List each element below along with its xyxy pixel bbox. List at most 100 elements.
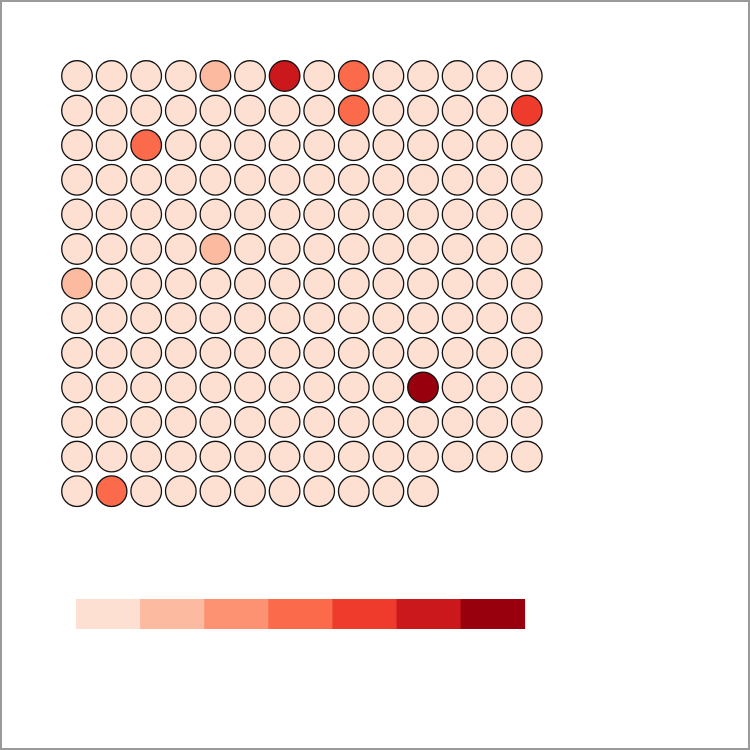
waffle-cell — [407, 371, 439, 404]
waffle-cell — [164, 233, 197, 265]
waffle-cell — [441, 129, 474, 162]
waffle-cell — [303, 198, 336, 231]
waffle-cell — [268, 267, 301, 300]
waffle-cell — [476, 440, 509, 473]
waffle-cell — [95, 94, 128, 127]
waffle-cell — [199, 163, 232, 196]
waffle-cell — [95, 336, 128, 369]
waffle-cell — [372, 163, 405, 196]
waffle-cell — [130, 440, 163, 473]
waffle-cell — [337, 198, 370, 231]
waffle-cell — [510, 336, 543, 369]
waffle-cell — [303, 302, 336, 335]
waffle-cell — [61, 302, 93, 335]
waffle-cell — [510, 267, 543, 300]
waffle-cell — [476, 302, 509, 335]
waffle-cell — [130, 371, 163, 404]
waffle-cell — [199, 198, 232, 231]
waffle-cell — [476, 371, 509, 404]
waffle-cell — [268, 94, 301, 127]
waffle-cell — [164, 371, 197, 404]
waffle-cell — [510, 302, 543, 335]
waffle-cell — [268, 336, 301, 369]
waffle-cell — [164, 302, 197, 335]
waffle-cell — [441, 163, 474, 196]
waffle-cell — [199, 475, 232, 508]
waffle-cell — [164, 163, 197, 196]
waffle-cell — [407, 475, 439, 508]
waffle-cell — [199, 336, 232, 369]
waffle-cell — [95, 302, 128, 335]
waffle-cell — [130, 336, 163, 369]
waffle-cell — [95, 475, 128, 508]
waffle-cell — [476, 233, 509, 265]
legend-swatch — [332, 599, 397, 629]
waffle-cell — [130, 406, 163, 438]
waffle-cell — [337, 475, 370, 508]
waffle-cell — [164, 475, 197, 508]
waffle-cell — [234, 440, 266, 473]
waffle-cell — [372, 440, 405, 473]
waffle-cell — [510, 198, 543, 231]
waffle-cell — [130, 198, 163, 231]
waffle-cell — [268, 475, 301, 508]
waffle-cell — [303, 475, 336, 508]
waffle-cell — [61, 163, 93, 196]
waffle-cell — [61, 440, 93, 473]
waffle-cell — [95, 406, 128, 438]
waffle-cell — [234, 302, 266, 335]
waffle-cell — [268, 60, 301, 92]
waffle-cell — [407, 60, 439, 92]
waffle-cell — [130, 267, 163, 300]
waffle-cell — [199, 440, 232, 473]
waffle-cell — [61, 198, 93, 231]
waffle-cell — [234, 198, 266, 231]
waffle-cell — [164, 406, 197, 438]
waffle-cell — [407, 336, 439, 369]
waffle-cell — [372, 129, 405, 162]
waffle-cell — [303, 440, 336, 473]
waffle-cell — [372, 267, 405, 300]
waffle-cell — [337, 302, 370, 335]
waffle-cell — [234, 163, 266, 196]
waffle-cell — [61, 233, 93, 265]
waffle-cell — [441, 233, 474, 265]
legend-swatch — [204, 599, 269, 629]
waffle-cell — [130, 302, 163, 335]
waffle-cell — [234, 267, 266, 300]
waffle-cell — [234, 60, 266, 92]
legend-swatch — [268, 599, 333, 629]
waffle-cell — [476, 163, 509, 196]
waffle-cell — [95, 198, 128, 231]
waffle-cell — [130, 94, 163, 127]
waffle-cell — [337, 371, 370, 404]
legend-swatch — [396, 599, 461, 629]
waffle-cell — [268, 129, 301, 162]
waffle-cell — [372, 371, 405, 404]
waffle-cell — [441, 302, 474, 335]
waffle-cell — [303, 163, 336, 196]
waffle-cell — [268, 198, 301, 231]
waffle-cell — [407, 129, 439, 162]
color-scale-legend — [76, 599, 526, 629]
waffle-cell — [61, 267, 93, 300]
waffle-cell — [372, 475, 405, 508]
waffle-cell — [164, 267, 197, 300]
waffle-cell — [476, 94, 509, 127]
waffle-cell — [337, 336, 370, 369]
waffle-cell — [337, 129, 370, 162]
waffle-cell — [130, 129, 163, 162]
waffle-cell — [303, 233, 336, 265]
waffle-cell — [164, 94, 197, 127]
waffle-cell — [164, 198, 197, 231]
waffle-cell — [234, 475, 266, 508]
legend-swatch — [76, 599, 141, 629]
waffle-cell — [337, 60, 370, 92]
waffle-grid — [61, 60, 543, 508]
waffle-cell — [372, 94, 405, 127]
waffle-cell — [130, 475, 163, 508]
waffle-cell — [130, 163, 163, 196]
waffle-cell — [199, 267, 232, 300]
waffle-cell — [199, 94, 232, 127]
waffle-cell — [234, 371, 266, 404]
